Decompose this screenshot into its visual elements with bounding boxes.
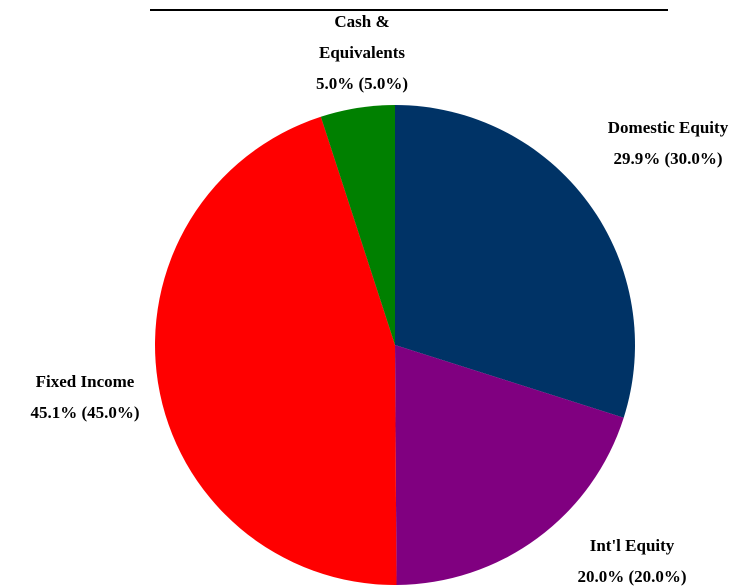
slice-label: Fixed Income 45.1% (45.0%) — [10, 366, 160, 428]
category-label: Fixed Income — [35, 372, 135, 391]
pie-slice — [395, 345, 624, 585]
category-label: Int'l Equity — [589, 536, 675, 555]
slice-label: Cash & Equivalents 5.0% (5.0%) — [302, 6, 422, 99]
slice-label: Domestic Equity 29.9% (30.0%) — [593, 112, 742, 174]
value-label: 29.9% (30.0%) — [613, 149, 723, 168]
pie-slice — [320, 105, 395, 345]
value-label: 20.0% (20.0%) — [577, 567, 687, 586]
pie-slice — [395, 105, 635, 418]
pie-slice — [155, 116, 397, 585]
category-label: Cash & Equivalents — [319, 12, 405, 62]
category-label: Domestic Equity — [607, 118, 729, 137]
value-label: 45.1% (45.0%) — [30, 403, 140, 422]
value-label: 5.0% (5.0%) — [315, 74, 409, 93]
slice-label: Int'l Equity 20.0% (20.0%) — [547, 530, 717, 586]
